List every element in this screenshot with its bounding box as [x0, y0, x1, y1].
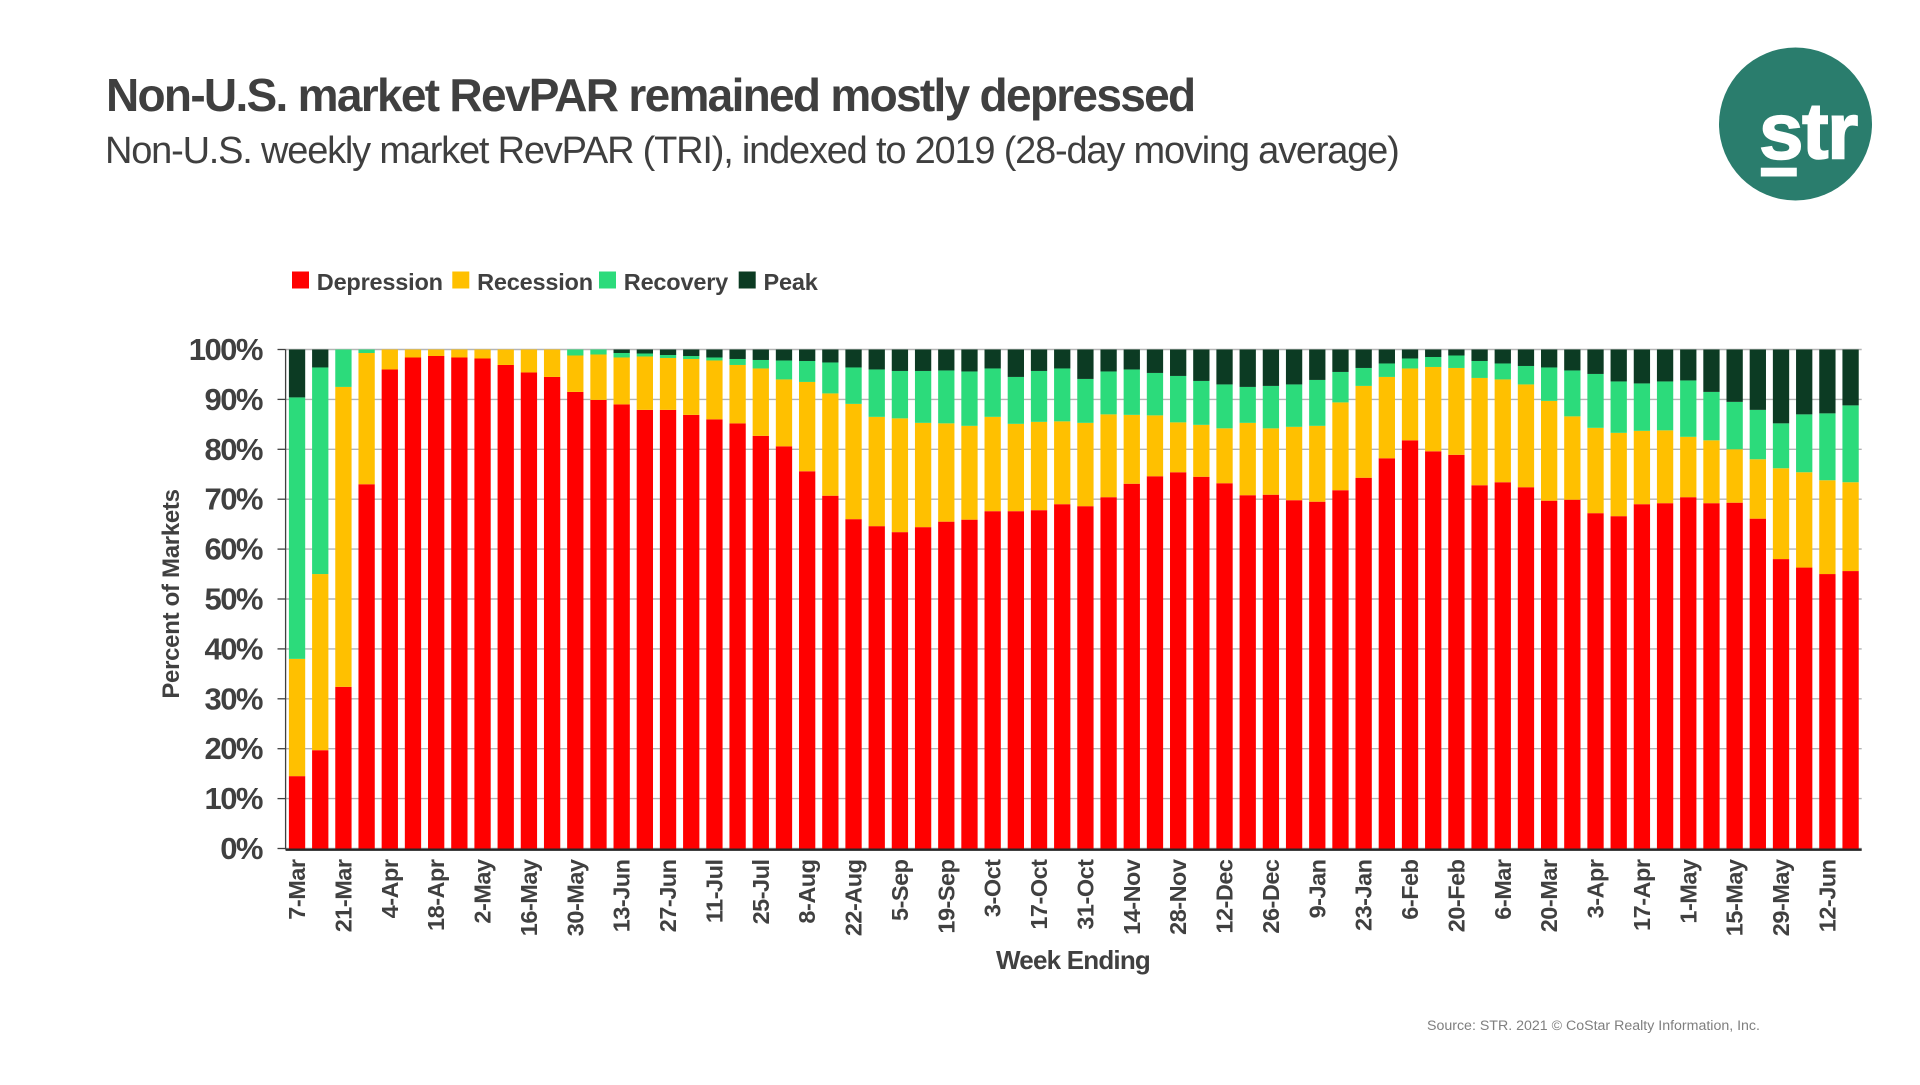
svg-text:2-May: 2-May: [470, 859, 496, 924]
svg-text:8-Aug: 8-Aug: [794, 860, 820, 924]
svg-text:Percent of Markets: Percent of Markets: [158, 489, 185, 698]
svg-text:100%: 100%: [189, 332, 263, 367]
svg-text:25-Jul: 25-Jul: [748, 860, 774, 925]
svg-text:Non-U.S. weekly market RevPAR: Non-U.S. weekly market RevPAR (TRI), ind…: [105, 130, 1399, 172]
svg-text:Depression: Depression: [317, 269, 443, 295]
svg-text:3-Oct: 3-Oct: [980, 859, 1006, 917]
svg-text:20%: 20%: [204, 731, 262, 766]
svg-text:31-Oct: 31-Oct: [1072, 859, 1098, 930]
svg-text:13-Jun: 13-Jun: [609, 860, 635, 933]
svg-text:12-Jun: 12-Jun: [1814, 860, 1840, 933]
svg-text:29-May: 29-May: [1768, 859, 1794, 936]
svg-text:0%: 0%: [220, 831, 263, 866]
svg-text:6-Feb: 6-Feb: [1397, 859, 1423, 919]
svg-text:11-Jul: 11-Jul: [701, 860, 727, 924]
svg-text:Peak: Peak: [764, 269, 819, 295]
svg-text:26-Dec: 26-Dec: [1258, 859, 1284, 934]
svg-text:3-Apr: 3-Apr: [1583, 859, 1609, 918]
svg-text:str: str: [1759, 87, 1857, 176]
svg-text:12-Dec: 12-Dec: [1212, 859, 1238, 934]
svg-text:6-Mar: 6-Mar: [1490, 859, 1516, 920]
svg-text:19-Sep: 19-Sep: [933, 859, 959, 933]
svg-text:21-Mar: 21-Mar: [330, 859, 356, 932]
svg-text:4-Apr: 4-Apr: [377, 859, 403, 918]
svg-text:40%: 40%: [204, 631, 262, 666]
svg-text:15-May: 15-May: [1722, 859, 1748, 936]
svg-text:80%: 80%: [204, 432, 262, 467]
svg-text:5-Sep: 5-Sep: [887, 859, 913, 921]
svg-text:Non-U.S. market RevPAR remaine: Non-U.S. market RevPAR remained mostly d…: [106, 69, 1194, 121]
svg-text:7-Mar: 7-Mar: [284, 859, 310, 920]
svg-text:30-May: 30-May: [562, 859, 588, 936]
svg-text:20-Feb: 20-Feb: [1443, 859, 1469, 932]
svg-text:17-Apr: 17-Apr: [1629, 859, 1655, 931]
svg-text:28-Nov: 28-Nov: [1165, 859, 1191, 935]
svg-text:Recession: Recession: [477, 269, 593, 295]
svg-text:90%: 90%: [204, 382, 262, 417]
svg-text:27-Jun: 27-Jun: [655, 860, 681, 933]
svg-text:18-Apr: 18-Apr: [423, 859, 449, 931]
svg-text:Recovery: Recovery: [624, 269, 728, 295]
svg-text:30%: 30%: [204, 681, 262, 716]
svg-text:16-May: 16-May: [516, 859, 542, 936]
svg-text:20-Mar: 20-Mar: [1536, 859, 1562, 932]
svg-text:10%: 10%: [204, 781, 262, 816]
svg-text:23-Jan: 23-Jan: [1351, 860, 1377, 931]
svg-text:Week Ending: Week Ending: [996, 945, 1150, 975]
svg-text:1-May: 1-May: [1675, 859, 1701, 924]
svg-text:60%: 60%: [204, 532, 262, 567]
svg-text:50%: 50%: [204, 582, 262, 617]
svg-text:22-Aug: 22-Aug: [841, 860, 867, 937]
svg-text:9-Jan: 9-Jan: [1304, 860, 1330, 919]
svg-text:14-Nov: 14-Nov: [1119, 859, 1145, 935]
svg-text:Source: STR. 2021 © CoStar Rea: Source: STR. 2021 © CoStar Realty Inform…: [1427, 1018, 1760, 1034]
svg-text:70%: 70%: [204, 482, 262, 517]
svg-text:17-Oct: 17-Oct: [1026, 859, 1052, 930]
